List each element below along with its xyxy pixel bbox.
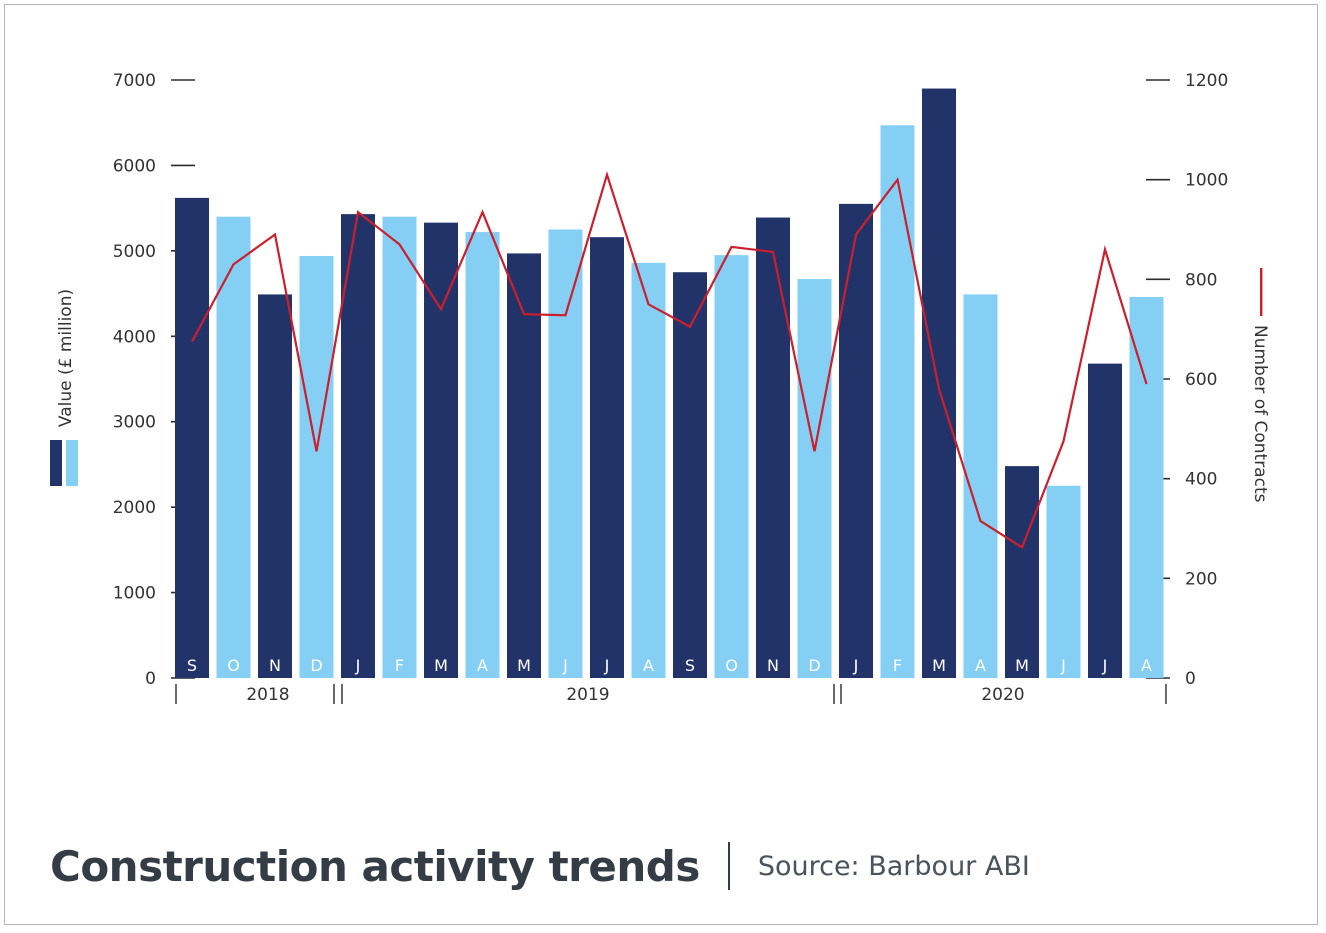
month-label: J	[355, 656, 361, 675]
month-label: D	[310, 656, 322, 675]
left-tick-label: 3000	[113, 413, 156, 433]
bar	[631, 262, 666, 678]
left-axis: 0 1000 2000 3000 4000 5000 6000 7000	[113, 71, 195, 689]
right-tick-label: 1200	[1185, 71, 1228, 91]
month-label: S	[685, 656, 695, 675]
year-axis: 2018 2019 2020	[175, 684, 1167, 705]
right-tick-label: 400	[1185, 470, 1217, 490]
month-label: F	[395, 656, 404, 675]
year-label: 2020	[981, 685, 1024, 705]
month-label: O	[227, 656, 240, 675]
month-label: J	[562, 656, 568, 675]
bar	[258, 294, 292, 678]
bar	[797, 279, 832, 678]
month-label: A	[975, 656, 986, 675]
month-label: A	[1141, 656, 1152, 675]
left-tick-label: 7000	[113, 71, 156, 91]
right-tick-label: 200	[1185, 569, 1217, 589]
bar	[714, 255, 749, 678]
year-label: 2019	[566, 685, 609, 705]
bar	[880, 125, 915, 678]
bar	[922, 88, 956, 679]
month-label: M	[1015, 656, 1029, 675]
right-tick-label: 800	[1185, 270, 1217, 290]
bar	[299, 255, 334, 679]
bar	[1046, 485, 1081, 678]
month-label: A	[477, 656, 488, 675]
left-tick-label: 4000	[113, 327, 156, 347]
bar	[1088, 363, 1122, 678]
chart-source: Source: Barbour ABI	[757, 850, 1030, 882]
month-label: J	[604, 656, 610, 675]
bar	[673, 272, 707, 678]
bar	[1129, 296, 1164, 678]
month-label: N	[767, 656, 779, 675]
bar	[424, 222, 458, 678]
title-separator	[727, 842, 730, 890]
month-label: N	[269, 656, 281, 675]
chart-title: Construction activity trends	[50, 841, 700, 891]
left-tick-label: 0	[145, 669, 156, 689]
legend: Value (£ million) Number of Contracts	[50, 268, 1270, 503]
contracts-line	[191, 170, 1148, 550]
bar	[341, 214, 375, 678]
bar	[1005, 466, 1039, 678]
month-label: M	[517, 656, 531, 675]
legend-swatch-value-dark	[50, 440, 62, 486]
left-tick-label: 2000	[113, 498, 156, 518]
month-label: J	[1060, 656, 1066, 675]
month-label: J	[1102, 656, 1108, 675]
bar	[382, 216, 417, 678]
right-axis: 0 200 400 600 800 1000 1200	[1146, 71, 1228, 689]
month-label: F	[893, 656, 902, 675]
month-label: J	[853, 656, 859, 675]
bar	[548, 229, 583, 678]
legend-swatch-value-light	[66, 440, 78, 486]
bar	[756, 217, 790, 679]
bar	[507, 253, 541, 679]
month-label: M	[434, 656, 448, 675]
year-label: 2018	[246, 685, 289, 705]
right-tick-label: 1000	[1185, 171, 1228, 191]
legend-swatch-contracts	[1260, 268, 1263, 316]
month-label: M	[932, 656, 946, 675]
bar	[216, 216, 251, 678]
left-tick-label: 6000	[113, 156, 156, 176]
month-label: S	[187, 656, 197, 675]
left-tick-label: 5000	[113, 242, 156, 262]
bar	[590, 237, 624, 678]
month-label: A	[643, 656, 654, 675]
right-tick-label: 0	[1185, 669, 1196, 689]
y-axis-label-right: Number of Contracts	[1250, 325, 1270, 503]
y-axis-label-left: Value (£ million)	[56, 289, 76, 427]
bars	[175, 88, 1164, 679]
month-label: D	[808, 656, 820, 675]
bar	[839, 203, 873, 678]
month-label: O	[725, 656, 738, 675]
bar	[175, 197, 209, 679]
right-tick-label: 600	[1185, 370, 1217, 390]
chart-footer: Construction activity trends Source: Bar…	[50, 836, 1030, 896]
left-tick-label: 1000	[113, 584, 156, 604]
bar	[465, 232, 500, 678]
